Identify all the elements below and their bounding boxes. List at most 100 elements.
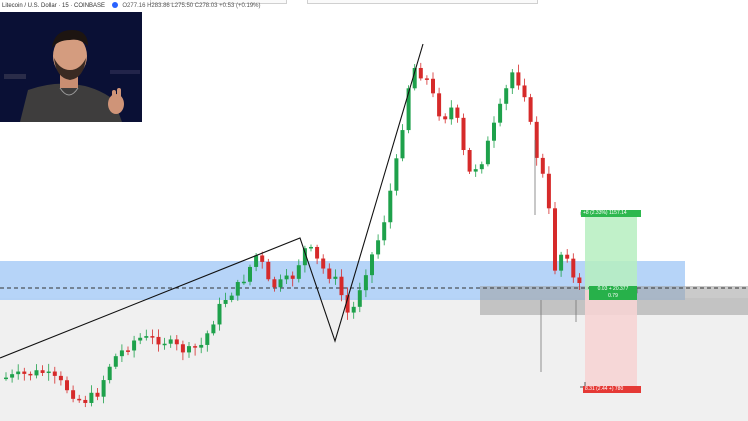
- candle[interactable]: [138, 337, 143, 341]
- candle[interactable]: [437, 93, 442, 117]
- candle[interactable]: [412, 67, 417, 89]
- candle[interactable]: [315, 246, 320, 259]
- candle[interactable]: [534, 121, 539, 158]
- candle[interactable]: [187, 346, 191, 353]
- candle[interactable]: [260, 255, 265, 262]
- candle[interactable]: [455, 107, 460, 118]
- candle[interactable]: [46, 371, 51, 374]
- candle[interactable]: [89, 392, 94, 403]
- candle[interactable]: [284, 275, 289, 280]
- candle[interactable]: [4, 377, 8, 380]
- candle[interactable]: [577, 277, 582, 284]
- stop-box[interactable]: [585, 290, 637, 390]
- candle[interactable]: [345, 295, 350, 313]
- candle[interactable]: [449, 107, 454, 120]
- candle[interactable]: [119, 350, 124, 357]
- candle[interactable]: [540, 157, 545, 174]
- candle[interactable]: [321, 258, 326, 269]
- symbol-title[interactable]: Litecoin / U.S. Dollar · 15 · COINBASE: [2, 2, 106, 9]
- candle[interactable]: [211, 324, 216, 334]
- candle[interactable]: [235, 282, 240, 296]
- candle[interactable]: [443, 116, 448, 120]
- candle[interactable]: [107, 366, 112, 381]
- candle[interactable]: [248, 266, 252, 282]
- candle[interactable]: [528, 97, 533, 122]
- stop-loss-label[interactable]: 8.31 (2.44 +) 780: [583, 386, 641, 393]
- candle[interactable]: [241, 281, 246, 284]
- candle[interactable]: [339, 276, 344, 296]
- candle[interactable]: [254, 255, 259, 267]
- candle[interactable]: [492, 122, 496, 141]
- candle[interactable]: [223, 300, 228, 304]
- candle[interactable]: [431, 78, 435, 94]
- candle[interactable]: [473, 169, 478, 172]
- toolbar-tab-right[interactable]: [307, 0, 538, 4]
- candle[interactable]: [95, 392, 100, 397]
- trendline[interactable]: [0, 43, 424, 359]
- candle[interactable]: [498, 103, 503, 123]
- candle[interactable]: [461, 117, 466, 151]
- candle[interactable]: [485, 140, 490, 165]
- candle[interactable]: [71, 390, 76, 399]
- candle[interactable]: [180, 344, 185, 353]
- candle[interactable]: [77, 398, 82, 401]
- candle[interactable]: [132, 340, 137, 351]
- candle[interactable]: [327, 268, 332, 279]
- candle[interactable]: [174, 339, 179, 345]
- entry-label[interactable]: 0.03 + 20.377 0.79: [589, 286, 637, 300]
- candle[interactable]: [296, 265, 301, 279]
- candle[interactable]: [113, 356, 118, 367]
- candle[interactable]: [394, 158, 399, 191]
- candle[interactable]: [156, 336, 161, 345]
- candle[interactable]: [376, 240, 381, 255]
- profit-target-label[interactable]: +8 (2.33%) 1157.14: [581, 210, 641, 217]
- candle[interactable]: [290, 275, 295, 279]
- candle[interactable]: [126, 350, 130, 352]
- toolbar-tab-left[interactable]: [150, 0, 287, 4]
- candle[interactable]: [559, 254, 564, 271]
- candle[interactable]: [168, 339, 173, 344]
- candle[interactable]: [278, 279, 283, 288]
- candle[interactable]: [34, 370, 39, 376]
- candle[interactable]: [10, 374, 15, 378]
- candle[interactable]: [52, 371, 57, 376]
- candle[interactable]: [309, 246, 313, 249]
- candle[interactable]: [65, 380, 69, 391]
- candle[interactable]: [217, 303, 222, 325]
- candle[interactable]: [504, 88, 509, 104]
- candle[interactable]: [565, 254, 570, 259]
- candle[interactable]: [351, 306, 356, 313]
- candle[interactable]: [571, 258, 576, 278]
- candle[interactable]: [418, 67, 423, 79]
- candle[interactable]: [229, 295, 234, 301]
- candle[interactable]: [22, 371, 27, 374]
- candle[interactable]: [357, 290, 362, 307]
- candle[interactable]: [144, 336, 149, 338]
- candle[interactable]: [510, 72, 515, 89]
- candle[interactable]: [205, 333, 210, 345]
- target-box[interactable]: [585, 216, 637, 290]
- candle[interactable]: [553, 208, 557, 271]
- candle[interactable]: [58, 375, 63, 381]
- candle[interactable]: [272, 279, 277, 288]
- candle[interactable]: [479, 164, 484, 170]
- candle[interactable]: [101, 380, 106, 397]
- candle[interactable]: [162, 343, 167, 346]
- candle[interactable]: [363, 275, 368, 291]
- candle[interactable]: [83, 399, 88, 403]
- candle[interactable]: [193, 346, 198, 348]
- candle[interactable]: [382, 222, 387, 241]
- candle[interactable]: [467, 150, 472, 172]
- candle[interactable]: [522, 85, 527, 98]
- candle[interactable]: [388, 190, 393, 223]
- candle[interactable]: [266, 261, 271, 280]
- candle[interactable]: [400, 130, 405, 159]
- candle[interactable]: [199, 344, 204, 348]
- candle[interactable]: [16, 371, 21, 375]
- candle[interactable]: [516, 72, 521, 86]
- candle[interactable]: [370, 254, 374, 276]
- candle[interactable]: [150, 336, 155, 338]
- candle[interactable]: [40, 370, 45, 373]
- candle[interactable]: [28, 373, 33, 376]
